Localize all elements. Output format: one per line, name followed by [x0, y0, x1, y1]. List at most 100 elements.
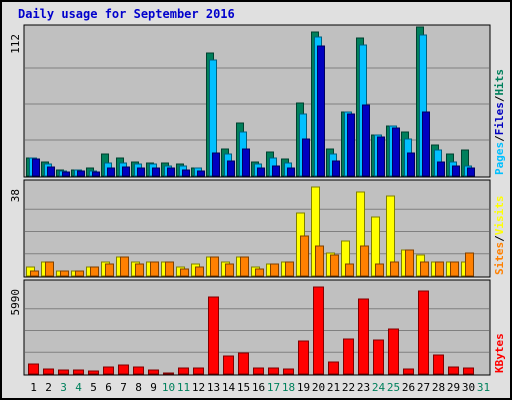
- x-tick-label-day-24: 24: [372, 381, 386, 394]
- bar-pages-day-25: [392, 127, 400, 177]
- bar-pages-day-16: [257, 167, 265, 177]
- bar-kbytes-day-8: [133, 366, 144, 375]
- bar-pages-day-13: [212, 152, 220, 177]
- x-tick-label-day-4: 4: [75, 381, 82, 394]
- x-tick-label-day-14: 14: [222, 381, 236, 394]
- x-tick-label-day-16: 16: [252, 381, 265, 394]
- bar-sites-day-4: [75, 270, 84, 277]
- bar-kbytes-day-20: [313, 286, 324, 375]
- bar-kbytes-day-12: [193, 367, 204, 375]
- bar-pages-day-9: [152, 167, 160, 177]
- x-tick-label-day-13: 13: [207, 381, 220, 394]
- x-tick-label-day-22: 22: [342, 381, 355, 394]
- legend-entry: /: [493, 135, 506, 142]
- bar-sites-day-5: [90, 266, 99, 277]
- bar-sites-day-12: [195, 266, 204, 277]
- bar-pages-day-29: [452, 165, 460, 177]
- chart-title: Daily usage for September 2016: [18, 7, 235, 21]
- bar-pages-day-28: [437, 161, 445, 177]
- bar-pages-day-26: [407, 152, 415, 177]
- x-tick-label-day-19: 19: [297, 381, 310, 394]
- legend-entry: /: [493, 95, 506, 102]
- bar-pages-day-12: [197, 170, 205, 177]
- bar-sites-day-23: [360, 245, 369, 277]
- bar-sites-day-2: [45, 261, 54, 277]
- x-tick-label-day-6: 6: [105, 381, 112, 394]
- x-tick-label-day-27: 27: [417, 381, 430, 394]
- x-tick-label-day-29: 29: [447, 381, 460, 394]
- bar-sites-day-14: [225, 263, 234, 277]
- bar-pages-day-17: [272, 165, 280, 177]
- bar-sites-day-26: [405, 249, 414, 277]
- x-tick-label-day-31: 31: [477, 381, 490, 394]
- bar-kbytes-day-4: [73, 369, 84, 375]
- bar-sites-day-3: [60, 270, 69, 277]
- bar-pages-day-1: [32, 158, 40, 177]
- x-tick-label-day-23: 23: [357, 381, 370, 394]
- bar-sites-day-29: [450, 261, 459, 277]
- bar-kbytes-day-22: [343, 338, 354, 375]
- bar-sites-day-20: [315, 245, 324, 277]
- bar-kbytes-day-13: [208, 296, 219, 375]
- bar-kbytes-day-1: [28, 363, 39, 375]
- x-tick-label-day-2: 2: [45, 381, 52, 394]
- bar-pages-day-5: [92, 171, 100, 177]
- bar-kbytes-day-24: [373, 339, 384, 375]
- bar-kbytes-day-27: [418, 290, 429, 375]
- x-tick-label-day-17: 17: [267, 381, 280, 394]
- panel-hits-files-pages: [23, 24, 491, 178]
- bar-sites-day-25: [390, 261, 399, 277]
- bar-pages-day-14: [227, 160, 235, 177]
- x-tick-label-day-9: 9: [150, 381, 157, 394]
- bar-sites-day-22: [345, 263, 354, 277]
- x-tick-label-day-7: 7: [120, 381, 127, 394]
- bar-kbytes-day-2: [43, 368, 54, 375]
- x-tick-label-day-8: 8: [135, 381, 142, 394]
- bar-kbytes-day-10: [163, 372, 174, 375]
- bar-sites-day-16: [255, 268, 264, 277]
- bar-sites-day-24: [375, 263, 384, 277]
- bar-kbytes-day-15: [238, 352, 249, 375]
- bar-kbytes-day-9: [148, 369, 159, 375]
- legend-entry: Sites: [493, 242, 506, 275]
- legend-entry: Pages: [493, 142, 506, 175]
- bar-kbytes-day-19: [298, 340, 309, 375]
- x-tick-label-day-25: 25: [387, 381, 400, 394]
- bar-sites-day-27: [420, 261, 429, 277]
- bar-kbytes-day-26: [403, 368, 414, 375]
- bar-sites-day-11: [180, 268, 189, 277]
- bar-pages-day-18: [287, 167, 295, 177]
- bar-pages-day-6: [107, 167, 115, 177]
- bar-pages-day-23: [362, 104, 370, 177]
- bar-pages-day-15: [242, 148, 250, 177]
- bar-kbytes-day-5: [88, 370, 99, 375]
- bar-kbytes-day-6: [103, 366, 114, 375]
- bar-kbytes-day-21: [328, 361, 339, 375]
- bar-kbytes-day-16: [253, 367, 264, 375]
- legend-entry: Visits: [493, 196, 506, 236]
- bar-pages-day-22: [347, 113, 355, 177]
- bar-sites-day-9: [150, 261, 159, 277]
- bar-sites-day-13: [210, 256, 219, 277]
- bar-kbytes-day-29: [448, 366, 459, 375]
- x-tick-label-day-30: 30: [462, 381, 475, 394]
- x-tick-label-day-1: 1: [30, 381, 37, 394]
- bar-pages-day-24: [377, 136, 385, 177]
- x-tick-label-day-12: 12: [192, 381, 205, 394]
- bar-kbytes-day-7: [118, 364, 129, 375]
- legend-entry: /: [493, 235, 506, 242]
- x-tick-label-day-15: 15: [237, 381, 250, 394]
- bar-kbytes-day-17: [268, 367, 279, 375]
- y-max-label-visits-sites: 38: [9, 189, 22, 202]
- bar-sites-day-7: [120, 256, 129, 277]
- bar-kbytes-day-3: [58, 369, 69, 375]
- legend-entry: KBytes: [493, 333, 506, 373]
- bar-sites-day-10: [165, 261, 174, 277]
- bar-kbytes-day-23: [358, 298, 369, 375]
- bar-sites-day-30: [465, 252, 474, 277]
- bar-pages-day-27: [422, 111, 430, 177]
- bar-sites-day-18: [285, 261, 294, 277]
- x-tick-label-day-20: 20: [312, 381, 325, 394]
- y-max-label-kbytes: 5990: [9, 289, 22, 316]
